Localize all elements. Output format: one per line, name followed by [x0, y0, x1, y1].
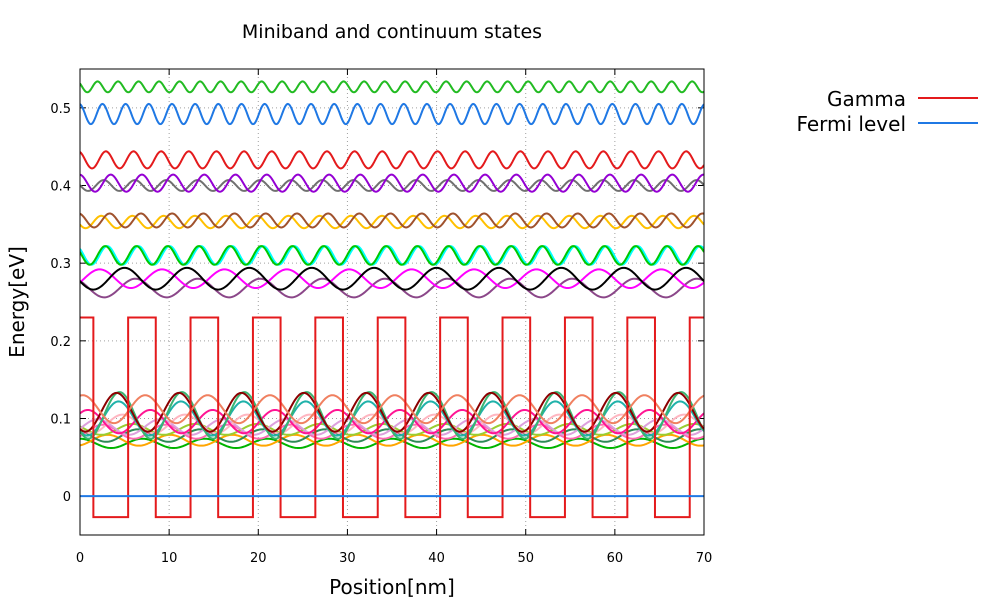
state-line-16 — [80, 245, 704, 266]
x-tick-label: 70 — [696, 551, 713, 566]
potential-group — [80, 316, 704, 519]
state-line-4 — [80, 422, 704, 436]
axis-ticks — [79, 69, 705, 535]
state-line-13 — [80, 268, 704, 290]
x-tick-label: 30 — [339, 551, 356, 566]
state-line-18 — [80, 212, 704, 229]
x-tick-labels: 0 10 20 30 40 50 60 70 — [76, 551, 712, 566]
state-line-19 — [80, 179, 704, 192]
gamma-line — [80, 316, 704, 519]
y-tick-label: 0.3 — [50, 257, 71, 272]
y-tick-label: 0.4 — [50, 180, 71, 195]
state-line-11 — [80, 394, 704, 425]
state-line-0 — [80, 437, 704, 450]
y-tick-label: 0 — [63, 490, 71, 505]
state-line-23 — [80, 80, 704, 94]
state-line-17 — [80, 214, 704, 230]
chart-title: Miniband and continuum states — [242, 21, 542, 43]
state-line-14 — [80, 266, 704, 291]
state-line-21 — [80, 150, 704, 170]
state-line-15 — [80, 245, 704, 266]
state-line-7 — [80, 408, 704, 435]
state-line-22 — [80, 102, 704, 126]
series-group — [80, 80, 704, 450]
x-tick-label: 40 — [428, 551, 445, 566]
y-tick-labels: 0 0.1 0.2 0.3 0.4 0.5 — [50, 102, 71, 505]
x-tick-label: 10 — [161, 551, 178, 566]
plot-frame — [79, 68, 705, 536]
x-tick-label: 0 — [76, 551, 84, 566]
state-line-1 — [80, 433, 704, 447]
x-tick-label: 60 — [607, 551, 624, 566]
x-axis-title: Position[nm] — [329, 575, 455, 599]
y-tick-label: 0.1 — [50, 413, 71, 428]
x-tick-label: 20 — [250, 551, 267, 566]
state-line-20 — [80, 173, 704, 193]
state-line-9 — [80, 391, 704, 440]
legend-label-1: Fermi level — [796, 112, 906, 136]
y-tick-label: 0.5 — [50, 102, 71, 117]
grid-lines — [80, 69, 704, 535]
legend-label-0: Gamma — [827, 87, 906, 111]
x-tick-label: 50 — [517, 551, 534, 566]
y-axis-title: Energy[eV] — [5, 246, 29, 358]
y-tick-label: 0.2 — [50, 335, 71, 350]
